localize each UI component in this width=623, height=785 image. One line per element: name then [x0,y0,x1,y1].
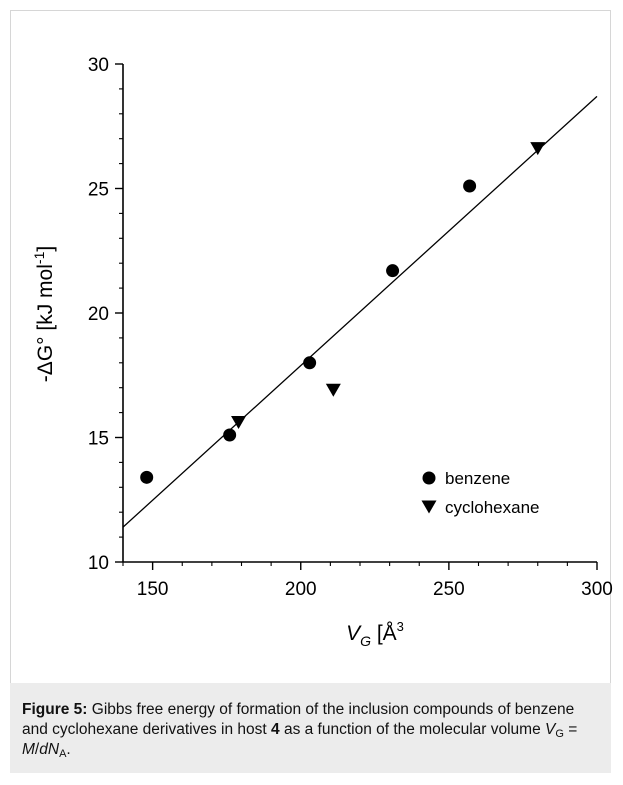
caption-end: . [66,741,71,758]
x-axis-label: VG [Å3 [346,619,404,649]
caption-d: d [39,741,48,758]
cyclohexane-point [530,142,546,156]
fit-line [122,95,598,528]
x-axis-label-open: [ [371,622,383,645]
caption-label: Figure 5: [22,701,88,718]
legend: benzene cyclohexane [421,469,540,517]
x-axis-label-unit: Å [383,622,397,645]
figure-caption: Figure 5: Gibbs free energy of formation… [10,683,611,773]
cyclohexane-point [325,383,341,397]
legend-benzene-label: benzene [445,469,510,488]
y-tick-label: 10 [88,553,109,574]
y-axis-label-sup: -1 [31,251,47,264]
x-tick-label: 300 [581,579,613,600]
y-axis-label-text: -ΔG° [kJ mol [34,264,57,382]
legend-benzene-marker [422,471,436,485]
benzene-point [223,428,237,442]
caption-N-sub: A [59,748,67,760]
x-tick-label: 200 [285,579,317,600]
fit-line-group [122,95,598,528]
chart-container: 10 15 20 25 30 150 200 250 300 benzene cyclohexan… [31,55,613,649]
caption-slash: / [34,741,40,758]
legend-cyclohexane-label: cyclohexane [445,498,540,517]
caption-text-2: as a function of the molecular volume [279,721,546,738]
caption-text-3: = [563,721,578,738]
caption-N: N [47,741,60,758]
y-tick-label: 15 [88,429,109,450]
x-axis-label-sup: 3 [397,619,404,634]
x-tick-label: 250 [433,579,465,600]
y-axis-label-close: ] [34,246,57,252]
legend-cyclohexane-marker [421,500,437,514]
data-points [140,142,546,484]
y-tick-label: 20 [88,304,109,325]
y-tick-label: 30 [88,55,109,76]
caption-host-number: 4 [271,721,280,738]
caption-text-1: Gibbs free energy of formation of the in… [22,701,575,738]
cyclohexane-point [231,416,247,430]
x-axis-label-sub: G [360,633,371,649]
benzene-point [303,356,317,370]
y-tick-label: 25 [88,180,109,201]
x-tick-label: 150 [137,579,169,600]
y-axis-label: -ΔG° [kJ mol-1] [31,246,57,382]
benzene-point [140,470,154,484]
scatter-chart: 10 15 20 25 30 150 200 250 300 benzene cyclohexan… [31,55,613,649]
ticks: 10 15 20 25 30 150 200 250 300 [88,55,613,600]
caption-var: V [545,721,556,738]
caption-M: M [22,741,35,758]
axes [122,64,597,563]
figure-frame [10,10,611,773]
x-axis-label-var: V [346,622,362,645]
benzene-point [386,264,400,278]
caption-var-sub: G [555,728,564,740]
benzene-point [463,179,477,193]
